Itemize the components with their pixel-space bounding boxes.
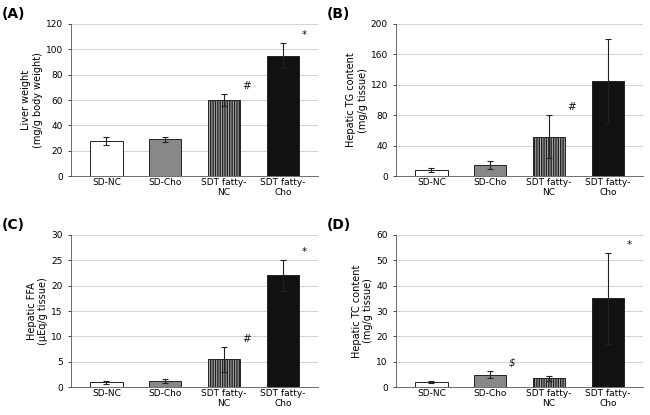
Text: *: * [627,239,632,249]
Bar [208,100,240,176]
Text: $: $ [509,358,515,368]
Bar [474,165,506,176]
Text: *: * [302,247,307,257]
Text: #: # [243,334,252,344]
Bar [149,381,181,387]
Y-axis label: Hepatic TG content
(mg/g tissue): Hepatic TG content (mg/g tissue) [346,53,368,147]
Y-axis label: Hepatic TC content
(mg/g tissue): Hepatic TC content (mg/g tissue) [352,264,374,358]
Bar [90,141,122,176]
Bar [533,137,565,176]
Text: #: # [243,81,252,90]
Bar [474,375,506,387]
Text: #: # [568,102,577,112]
Text: *: * [302,30,307,40]
Bar [266,56,299,176]
Bar [149,139,181,176]
Text: (B): (B) [327,7,350,21]
Bar [266,276,299,387]
Bar [208,359,240,387]
Y-axis label: Liver weight
(mg/g body weight): Liver weight (mg/g body weight) [21,52,43,148]
Bar [90,382,122,387]
Bar [415,170,447,176]
Y-axis label: Hepatic FFA
(μEq/g tissue): Hepatic FFA (μEq/g tissue) [27,277,49,345]
Bar [592,298,624,387]
Text: (C): (C) [2,218,25,232]
Bar [592,81,624,176]
Bar [415,382,447,387]
Text: (A): (A) [2,7,25,21]
Bar [533,378,565,387]
Text: (D): (D) [327,218,351,232]
